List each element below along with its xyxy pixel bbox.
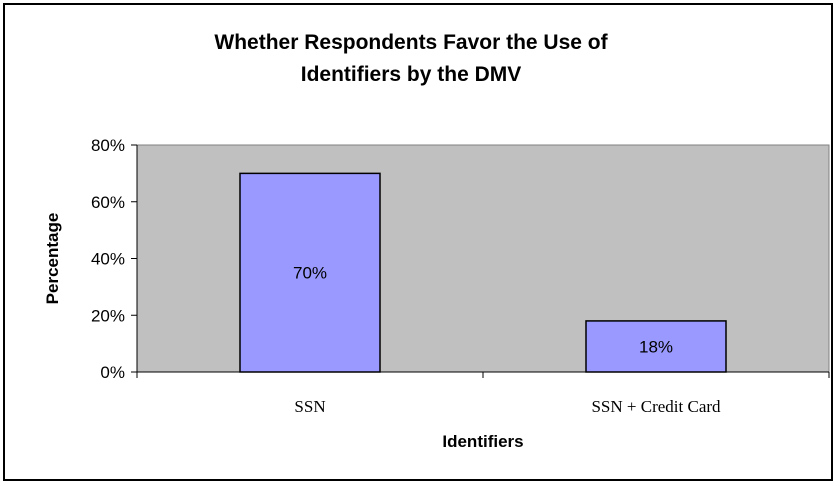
- y-axis: 0% 20% 40% 60% 80%: [91, 136, 138, 382]
- x-category-label: SSN + Credit Card: [591, 397, 721, 416]
- chart-title-line-2: Identifiers by the DMV: [301, 63, 522, 86]
- chart-title: Whether Respondents Favor the Use of Ide…: [214, 31, 608, 86]
- bar: [585, 320, 727, 373]
- y-tick-label: 60%: [91, 193, 125, 212]
- bar-data-label: 18%: [639, 337, 673, 356]
- y-tick-label: 20%: [91, 306, 125, 325]
- y-axis-title: Percentage: [43, 213, 62, 305]
- bar: [239, 172, 381, 373]
- chart-title-line-1: Whether Respondents Favor the Use of: [214, 31, 608, 54]
- y-tick-label: 0%: [100, 363, 125, 382]
- y-tick-label: 80%: [91, 136, 125, 155]
- x-axis-title: Identifiers: [442, 432, 523, 451]
- x-category-label: SSN: [294, 397, 325, 416]
- y-tick-label: 40%: [91, 250, 125, 269]
- bar-data-label: 70%: [293, 264, 327, 283]
- x-axis: SSN SSN + Credit Card: [136, 371, 830, 416]
- bars-group: 70% 18%: [239, 172, 727, 373]
